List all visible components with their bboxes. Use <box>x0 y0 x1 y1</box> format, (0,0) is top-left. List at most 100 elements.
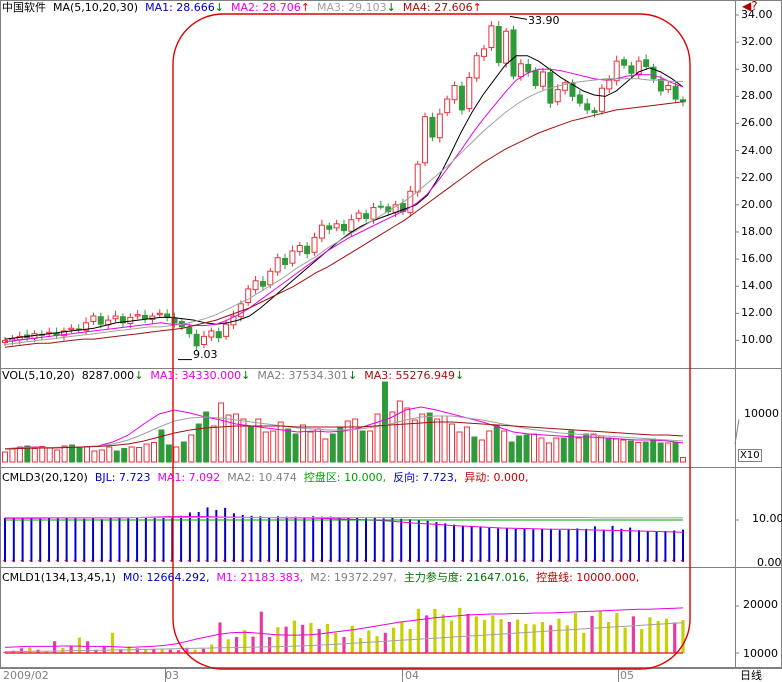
vol-bar <box>39 446 46 463</box>
bjl-foot <box>81 559 85 563</box>
bjl-foot <box>407 559 411 563</box>
bjl-foot <box>73 559 76 563</box>
vol-ma2: MA2: 37534.301 <box>257 369 349 382</box>
vol-bar <box>411 419 418 463</box>
candle-body <box>650 66 657 80</box>
ma3-value: MA3: 29.103 <box>316 1 387 14</box>
bjl-foot <box>20 559 23 563</box>
bjl-foot <box>495 559 499 563</box>
cmld3-tick-10: 10.00 <box>752 512 782 525</box>
vol-bar <box>337 426 344 463</box>
vol-bar <box>530 433 537 463</box>
vol-bar <box>545 442 552 463</box>
candle-body <box>83 322 90 331</box>
candle-body <box>451 85 458 101</box>
price-tick-label: 12.00 <box>741 306 773 320</box>
cmld3-reverse: 反向: 7.723, <box>393 471 458 484</box>
vol-bar <box>493 424 500 463</box>
vol-bar <box>270 430 277 463</box>
candle-body <box>657 78 664 92</box>
candle-body <box>377 205 384 208</box>
vol-title: VOL(5,10,20) <box>2 369 75 382</box>
vol-bar <box>46 447 53 463</box>
price-tick-label: 30.00 <box>741 62 773 76</box>
candle-body <box>370 207 377 220</box>
bjl-foot <box>680 559 684 563</box>
candle-body <box>562 82 569 91</box>
vol-unit-badge: X10 <box>738 449 762 462</box>
bjl-foot <box>205 559 208 563</box>
candle-body <box>621 59 628 66</box>
vol-bar <box>553 437 560 463</box>
bjl-foot <box>310 559 314 563</box>
x-label-04: 04 <box>405 669 419 682</box>
vol-bar <box>106 446 113 463</box>
vol-bar <box>262 431 269 463</box>
candle-body <box>326 225 333 230</box>
bjl-foot <box>346 559 349 563</box>
bjl-foot <box>416 559 420 563</box>
candle-body <box>215 331 222 339</box>
bjl-foot <box>55 559 59 563</box>
vol-bar <box>69 444 76 463</box>
bjl-foot <box>390 559 393 563</box>
vol-bar <box>16 446 23 463</box>
cmld3-ma1: MA1: 7.092 <box>157 471 221 484</box>
price-ma-line-ma2 <box>4 68 684 343</box>
candle-body <box>318 224 325 239</box>
vol-bar <box>374 413 381 463</box>
bjl-foot <box>372 559 376 563</box>
bjl-foot <box>654 559 657 563</box>
price-tick-label: 18.00 <box>741 224 773 238</box>
bjl-foot <box>152 559 156 563</box>
bjl-foot <box>478 559 481 563</box>
bjl-foot <box>196 559 200 563</box>
vol-bar <box>247 426 254 463</box>
vol-bar <box>203 411 210 463</box>
price-tick-label: 10.00 <box>741 333 773 347</box>
bjl-foot <box>319 559 323 563</box>
vol-ma-line-ma2 <box>4 415 684 449</box>
vol-bar <box>180 441 187 463</box>
cmld1-participation: 主力参与度: 21647.016, <box>403 571 530 584</box>
candle-body <box>635 60 642 75</box>
bjl-foot <box>451 559 455 563</box>
vol-bar <box>24 445 31 463</box>
scroll-left-icon[interactable]: ◀ <box>742 0 752 13</box>
candle-body <box>481 48 488 57</box>
help-icon[interactable]: ? <box>751 0 758 13</box>
vol-bar <box>575 437 582 463</box>
candle-body <box>554 89 561 103</box>
bjl-foot <box>381 559 384 563</box>
vol-bar <box>441 415 448 463</box>
ma-title: MA(5,10,20,30) <box>53 1 139 14</box>
bjl-foot <box>337 559 340 563</box>
cmld3-ma2: MA2: 10.474 <box>227 471 297 484</box>
candle-body <box>672 85 679 100</box>
period-label[interactable]: 日线 <box>740 669 762 682</box>
vol-bar <box>359 430 366 463</box>
bjl-foot <box>134 559 138 563</box>
ma4-value: MA4: 27.606 <box>402 1 473 14</box>
vol-ma-line-ma1 <box>4 406 684 450</box>
vol-ma-line-ma3 <box>4 421 684 450</box>
vol-bar <box>508 441 515 463</box>
candle-body <box>422 116 429 164</box>
candle-body <box>119 316 126 324</box>
vol-bar <box>426 412 433 463</box>
cmld3-tick-0: 0.00 <box>757 556 782 569</box>
vol-bar <box>83 446 90 463</box>
bjl-foot <box>548 559 552 563</box>
price-tick-label: 20.00 <box>741 197 773 211</box>
vol-bar <box>381 381 388 463</box>
candle-body <box>164 313 171 318</box>
vol-bar <box>627 440 634 463</box>
stock-name: 中国软件 <box>2 1 46 14</box>
bjl-foot <box>275 559 279 563</box>
vol-bar <box>404 407 411 463</box>
vol-bar <box>657 442 664 463</box>
x-label-05: 05 <box>620 669 634 682</box>
vol-bar <box>590 433 597 463</box>
bjl-foot <box>671 559 675 563</box>
candle-body <box>517 63 524 78</box>
